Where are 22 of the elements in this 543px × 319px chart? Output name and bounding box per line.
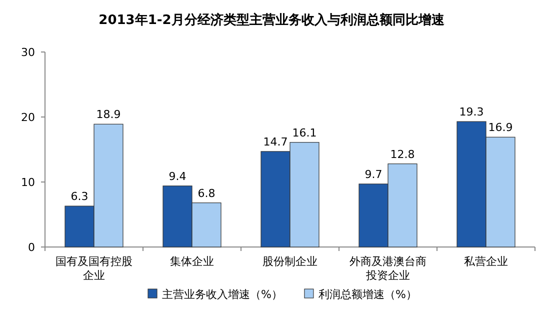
x-tick-label: 国有及国有控股企业 — [56, 255, 132, 282]
y-tick-label: 20 — [21, 111, 35, 124]
data-label: 6.3 — [70, 190, 88, 204]
x-tick-label: 集体企业 — [170, 255, 214, 268]
x-tick-label: 股份制企业 — [262, 255, 318, 268]
legend-label: 利润总额增速（%） — [318, 288, 417, 301]
data-label: 6.8 — [198, 186, 216, 200]
chart-title: 2013年1-2月分经济类型主营业务收入与利润总额同比增速 — [98, 12, 446, 28]
x-tick-label: 私营企业 — [464, 255, 508, 268]
y-tick-label: 30 — [21, 46, 35, 59]
data-label: 16.1 — [292, 126, 317, 140]
data-label: 18.9 — [96, 108, 121, 122]
data-label: 14.7 — [263, 135, 288, 148]
data-label: 12.8 — [390, 148, 415, 161]
data-label: 16.9 — [488, 121, 513, 134]
legend-label: 主营业务收入增速（%） — [162, 288, 282, 301]
data-label: 9.7 — [364, 168, 382, 181]
y-tick-label: 0 — [28, 241, 35, 254]
x-tick-label: 外商及港澳台商投资企业 — [350, 255, 426, 282]
y-tick-label: 10 — [21, 176, 35, 189]
data-label: 9.4 — [168, 170, 186, 183]
data-label: 19.3 — [459, 106, 484, 119]
